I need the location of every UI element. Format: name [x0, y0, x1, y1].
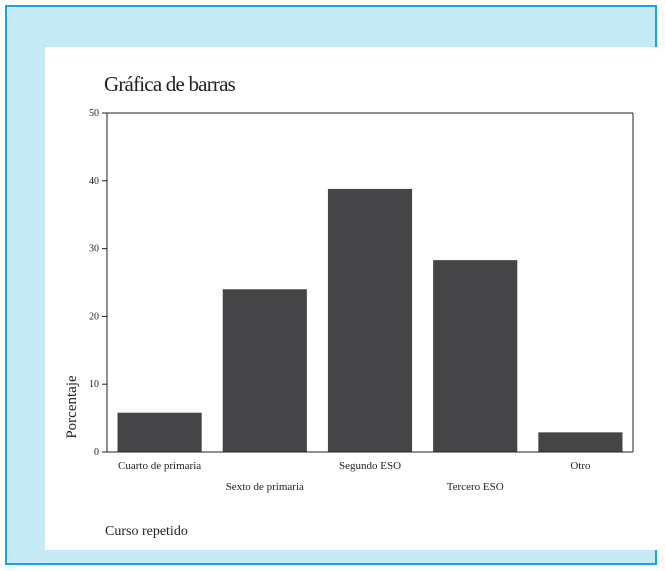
y-axis-title: Porcentaje — [64, 375, 80, 439]
y-tick-label: 50 — [89, 108, 99, 119]
bar — [538, 432, 623, 452]
x-category-label: Segundo ESO — [339, 460, 401, 472]
y-tick-label: 20 — [89, 311, 99, 322]
chart-title: Gráfica de barras — [104, 72, 236, 96]
x-category-label: Sexto de primaria — [226, 481, 304, 493]
chart-panel: Gráfica de barras 0 10 20 30 40 50 Cuarto de … — [45, 47, 657, 550]
y-tick-label: 40 — [89, 176, 99, 187]
x-category-label: Otro — [570, 460, 591, 472]
x-axis-labels: Cuarto de primaria Sexto de primaria Segun… — [118, 460, 591, 493]
x-category-label: Cuarto de primaria — [118, 460, 201, 472]
bar — [117, 412, 202, 452]
bar-chart: Gráfica de barras 0 10 20 30 40 50 Cuarto de … — [64, 72, 634, 539]
bars — [117, 188, 623, 452]
bar — [222, 289, 307, 452]
x-category-label: Tercero ESO — [447, 481, 504, 493]
y-axis-ticks: 0 10 20 30 40 50 — [89, 108, 107, 458]
y-tick-label: 30 — [89, 244, 99, 255]
y-tick-label: 0 — [94, 447, 99, 458]
figure-frame: Gráfica de barras 0 10 20 30 40 50 Cuarto de … — [5, 5, 657, 565]
bar — [327, 188, 413, 452]
y-tick-label: 10 — [89, 379, 99, 390]
x-axis-title: Curso repetido — [105, 524, 188, 539]
bar — [433, 260, 518, 452]
